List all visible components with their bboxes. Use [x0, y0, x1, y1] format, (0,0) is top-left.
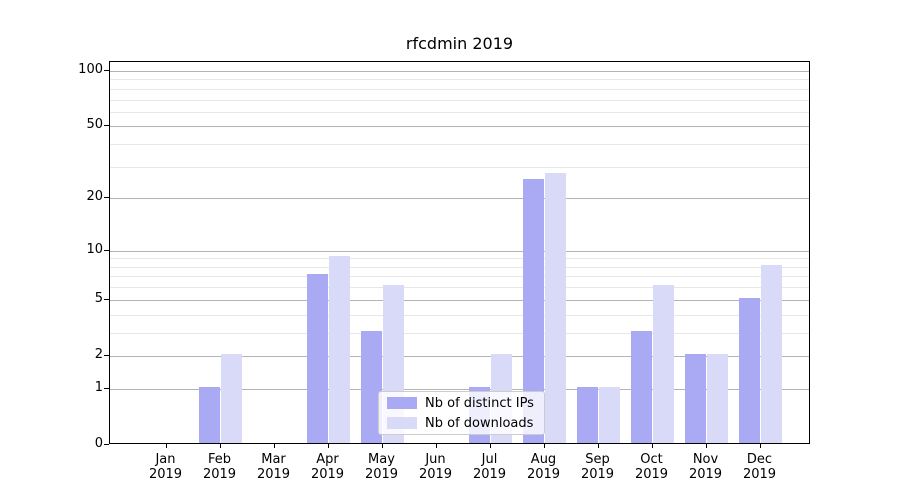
bar-downloads [544, 172, 567, 443]
y-tick-label: 0 [94, 436, 103, 451]
x-tick-label: Oct 2019 [634, 452, 669, 482]
bar-downloads [598, 386, 621, 443]
bar-distinct-ips [360, 330, 383, 443]
minor-gridline [110, 79, 809, 81]
bar-downloads [760, 264, 783, 443]
x-tick-mark [489, 444, 491, 448]
x-tick-mark [435, 444, 437, 448]
major-gridline [110, 388, 809, 390]
major-gridline [110, 70, 809, 72]
bar-downloads [652, 285, 675, 443]
legend: Nb of distinct IPs Nb of downloads [378, 391, 545, 435]
bar-distinct-ips [738, 297, 761, 443]
y-tick-label: 100 [78, 61, 103, 77]
y-tick-mark [104, 125, 109, 127]
major-gridline [110, 250, 809, 252]
y-tick-label: 2 [94, 346, 103, 362]
x-tick-label: Jun 2019 [418, 452, 453, 482]
bar-distinct-ips [684, 353, 707, 443]
x-tick-label: Mar 2019 [256, 452, 291, 482]
x-tick-label: Jul 2019 [472, 452, 507, 482]
minor-gridline [110, 166, 809, 168]
minor-gridline [110, 276, 809, 278]
minor-gridline [110, 88, 809, 90]
bar-downloads [220, 353, 243, 443]
y-tick-label: 10 [86, 241, 103, 257]
x-tick-label: Sep 2019 [580, 452, 615, 482]
y-tick-mark [104, 249, 109, 251]
x-tick-label: Jan 2019 [148, 452, 183, 482]
major-gridline [110, 299, 809, 301]
major-gridline [110, 355, 809, 357]
major-gridline [110, 198, 809, 200]
x-tick-mark [597, 444, 599, 448]
x-tick-label: Nov 2019 [688, 452, 723, 482]
x-tick-mark [219, 444, 221, 448]
minor-gridline [110, 111, 809, 113]
y-tick-mark [104, 197, 109, 199]
legend-swatch-downloads [387, 417, 417, 429]
bar-distinct-ips [198, 386, 221, 443]
minor-gridline [110, 266, 809, 268]
x-tick-label: Aug 2019 [526, 452, 561, 482]
x-tick-mark [705, 444, 707, 448]
x-tick-label: Feb 2019 [202, 452, 237, 482]
x-tick-mark [327, 444, 329, 448]
legend-label-downloads: Nb of downloads [425, 415, 534, 431]
minor-gridline [110, 144, 809, 146]
y-tick-mark [104, 444, 109, 445]
x-tick-label: May 2019 [364, 452, 399, 482]
major-gridline [110, 126, 809, 128]
bar-distinct-ips [630, 330, 653, 443]
minor-gridline [110, 314, 809, 316]
y-tick-label: 20 [86, 189, 103, 205]
x-tick-label: Dec 2019 [742, 452, 777, 482]
minor-gridline [110, 332, 809, 334]
bar-downloads [328, 256, 351, 443]
y-tick-label: 1 [94, 379, 103, 395]
x-tick-mark [273, 444, 275, 448]
legend-label-distinct-ips: Nb of distinct IPs [425, 395, 534, 411]
x-tick-label: Apr 2019 [310, 452, 345, 482]
x-tick-mark [543, 444, 545, 448]
x-tick-mark [759, 444, 761, 448]
minor-gridline [110, 99, 809, 101]
y-tick-mark [104, 298, 109, 300]
bar-downloads [706, 353, 729, 443]
legend-swatch-distinct-ips [387, 397, 417, 409]
y-tick-mark [104, 69, 109, 71]
bar-distinct-ips [576, 386, 599, 443]
minor-gridline [110, 287, 809, 289]
legend-row-distinct-ips: Nb of distinct IPs [387, 395, 536, 412]
bar-distinct-ips [306, 274, 329, 443]
chart-title: rfcdmin 2019 [405, 34, 514, 53]
y-tick-label: 5 [94, 290, 103, 306]
y-tick-mark [104, 354, 109, 356]
bar-distinct-ips [522, 178, 545, 443]
plot-area [109, 61, 810, 444]
x-tick-mark [651, 444, 653, 448]
x-tick-mark [381, 444, 383, 448]
legend-row-downloads: Nb of downloads [387, 415, 536, 432]
y-tick-label: 50 [86, 117, 103, 133]
y-tick-mark [104, 387, 109, 389]
minor-gridline [110, 258, 809, 260]
x-tick-mark [165, 444, 167, 448]
